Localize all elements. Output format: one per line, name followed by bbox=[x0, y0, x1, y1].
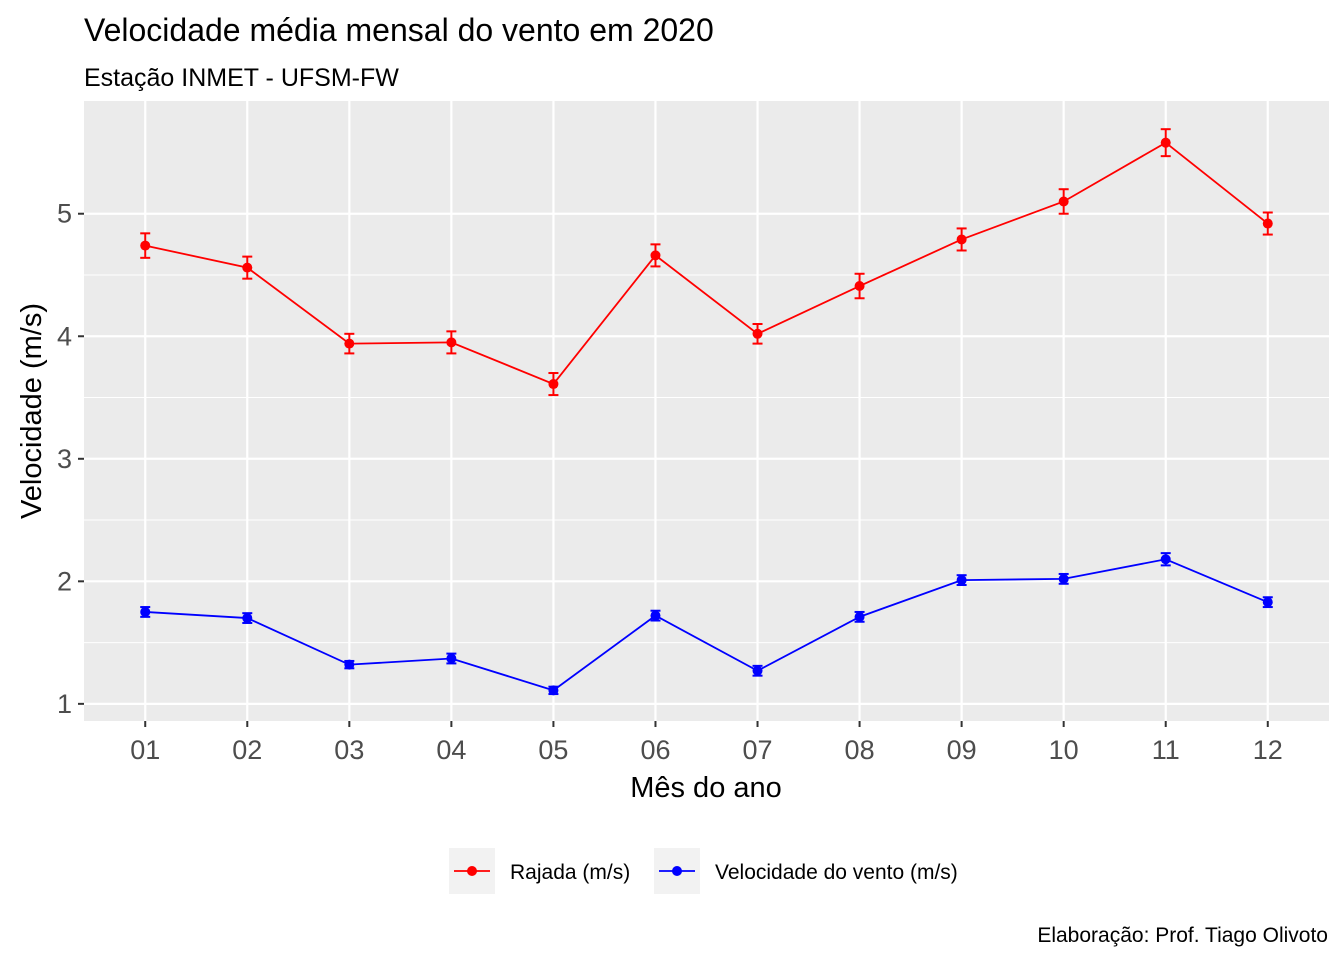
data-point bbox=[650, 250, 661, 261]
data-point bbox=[1058, 573, 1069, 584]
chart-subtitle: Estação INMET - UFSM-FW bbox=[84, 64, 399, 92]
x-tick-label: 04 bbox=[436, 735, 466, 765]
data-point bbox=[140, 606, 151, 617]
x-tick-label: 11 bbox=[1152, 735, 1180, 765]
legend: Rajada (m/s) Velocidade do vento (m/s) bbox=[449, 848, 958, 894]
data-point bbox=[242, 262, 253, 273]
data-point bbox=[548, 685, 559, 696]
x-tick-label: 05 bbox=[538, 735, 568, 765]
x-tick-label: 01 bbox=[130, 735, 160, 765]
data-point bbox=[956, 575, 967, 586]
legend-key-point bbox=[467, 866, 477, 876]
series-2 bbox=[140, 552, 1273, 696]
data-point bbox=[1262, 218, 1273, 229]
data-point bbox=[548, 379, 559, 390]
x-tick-label: 03 bbox=[334, 735, 364, 765]
x-tick-label: 12 bbox=[1253, 735, 1283, 765]
data-point bbox=[854, 281, 865, 292]
series-1 bbox=[140, 128, 1273, 397]
data-point bbox=[140, 240, 151, 251]
series-group bbox=[140, 128, 1273, 696]
x-axis-title: Mês do ano bbox=[630, 772, 782, 804]
chart-caption: Elaboração: Prof. Tiago Olivoto bbox=[1037, 924, 1328, 947]
data-point bbox=[242, 613, 253, 624]
data-point bbox=[956, 234, 967, 245]
x-tick-label: 08 bbox=[845, 735, 875, 765]
legend-item: Rajada (m/s) bbox=[449, 848, 630, 894]
data-point bbox=[1160, 554, 1171, 565]
plot-panel bbox=[84, 101, 1329, 721]
y-tick-label: 4 bbox=[57, 321, 72, 351]
y-tick-label: 3 bbox=[57, 444, 72, 474]
series-line bbox=[145, 141, 1269, 386]
data-point bbox=[446, 653, 457, 664]
data-point bbox=[752, 328, 763, 339]
x-tick-label: 07 bbox=[743, 735, 773, 765]
legend-label: Velocidade do vento (m/s) bbox=[715, 861, 958, 884]
x-axis: 01 02 03 04 05 06 07 08 09 10 11 12 bbox=[130, 721, 1283, 765]
x-tick-label: 09 bbox=[947, 735, 977, 765]
x-tick-label: 10 bbox=[1049, 735, 1079, 765]
y-tick-label: 1 bbox=[57, 689, 72, 719]
y-tick-label: 5 bbox=[57, 199, 72, 229]
x-tick-label: 06 bbox=[640, 735, 670, 765]
data-point bbox=[446, 337, 457, 348]
legend-item: Velocidade do vento (m/s) bbox=[654, 848, 958, 894]
series-line bbox=[145, 558, 1269, 692]
data-point bbox=[1160, 137, 1171, 148]
data-point bbox=[344, 338, 355, 349]
y-axis: 1 2 3 4 5 bbox=[57, 199, 84, 719]
data-point bbox=[344, 659, 355, 670]
legend-label: Rajada (m/s) bbox=[510, 861, 630, 884]
data-point bbox=[650, 610, 661, 621]
data-point bbox=[1262, 597, 1273, 608]
x-tick-label: 02 bbox=[232, 735, 262, 765]
data-point bbox=[752, 665, 763, 676]
data-point bbox=[1058, 196, 1069, 207]
y-tick-label: 2 bbox=[57, 566, 72, 596]
legend-key-point bbox=[672, 866, 682, 876]
chart-title: Velocidade média mensal do vento em 2020 bbox=[84, 12, 714, 48]
y-axis-title: Velocidade (m/s) bbox=[16, 303, 48, 519]
data-point bbox=[854, 611, 865, 622]
